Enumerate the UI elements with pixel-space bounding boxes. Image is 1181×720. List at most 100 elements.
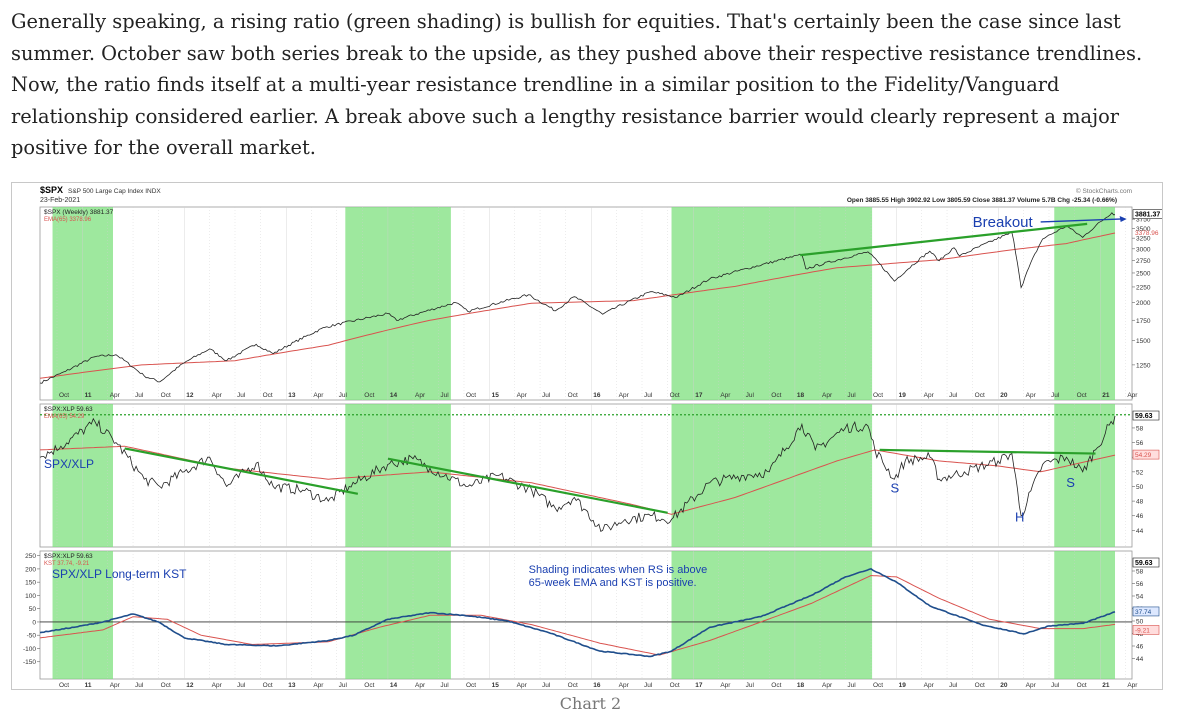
x-tick-label: Oct <box>161 392 171 399</box>
y-tick-label-left: 0 <box>32 619 36 626</box>
rs-shading-band <box>671 404 873 547</box>
x-tick-label: Jul <box>135 682 144 689</box>
y-tick-label-right: 58 <box>1136 569 1144 576</box>
y-tick-label-left: 50 <box>29 606 37 613</box>
stock-chart: $SPX S&P 500 Large Cap Index INDX 23-Feb… <box>11 182 1164 690</box>
x-tick-label: Jul <box>440 682 449 689</box>
x-tick-label: Jul <box>440 392 449 399</box>
y-tick-label-right: 50 <box>1136 619 1144 626</box>
badge-kst-signal-value: -9.21 <box>1135 627 1150 634</box>
x-tick-label: Oct <box>263 392 273 399</box>
x-tick-label: Oct <box>873 392 883 399</box>
last-value-badge: 59.63 <box>1132 557 1160 568</box>
x-tick-label: Apr <box>415 392 426 399</box>
y-tick-label-right: 46 <box>1136 644 1144 651</box>
y-tick-label: 3750 <box>1136 217 1151 224</box>
x-tick-label: Jul <box>746 682 755 689</box>
chart-index-name: S&P 500 Large Cap Index INDX <box>68 188 161 195</box>
y-tick-label: 50 <box>1136 484 1144 491</box>
x-tick-label: Jul <box>644 682 653 689</box>
x-tick-label: Apr <box>110 392 121 399</box>
x-tick-label: 13 <box>288 392 296 399</box>
x-tick-label: Oct <box>364 682 374 689</box>
y-tick-label-right: 44 <box>1136 656 1144 663</box>
x-tick-label: Oct <box>59 682 69 689</box>
y-tick-label-left: 200 <box>25 566 36 573</box>
badge-box <box>1132 410 1160 421</box>
x-tick-label: Jul <box>949 682 958 689</box>
x-tick-label: Jul <box>542 392 551 399</box>
x-tick-label: Oct <box>670 682 680 689</box>
x-tick-label: Oct <box>975 682 985 689</box>
x-tick-label: Apr <box>924 392 935 399</box>
x-tick-label: 17 <box>695 392 703 399</box>
spx-ema-line <box>39 232 1116 379</box>
kst-line <box>39 568 1116 658</box>
x-tick-label: Oct <box>1077 682 1087 689</box>
x-tick-label: Apr <box>313 682 324 689</box>
x-tick-label: 18 <box>797 682 805 689</box>
legend-ratio: $SPX:XLP 59.63 <box>44 406 93 413</box>
ratio-trendline-3 <box>879 448 1096 455</box>
y-tick-label-left: -150 <box>23 659 36 666</box>
x-tick-label: Oct <box>161 682 171 689</box>
x-tick-label: Oct <box>466 682 476 689</box>
x-tick-label: Oct <box>873 682 883 689</box>
x-axis-bottom: Oct 11 Apr Jul Oct 12 Apr Jul Oct 13 Apr Jul Oct 14 Ap… <box>59 682 1138 689</box>
shading-note-line-2: 65-week EMA and KST is positive. <box>529 577 697 589</box>
panel-2: 5856545250484644SHSSPX/XLP$SPX:XLP 59.63… <box>39 403 1160 548</box>
y-tick-label-left: -100 <box>23 646 36 653</box>
x-tick-label: 11 <box>85 392 92 399</box>
spx-price-line <box>39 212 1116 384</box>
x-tick-label: Jul <box>339 682 348 689</box>
kst-panel-label: SPX/XLP Long-term KST <box>52 567 187 581</box>
x-tick-label: Jul <box>847 392 856 399</box>
chart-svg: $SPX S&P 500 Large Cap Index INDX 23-Feb… <box>23 185 1164 689</box>
y-tick-label: 1250 <box>1136 362 1151 369</box>
chart-caption: Chart 2 <box>559 694 622 713</box>
y-tick-label-right: 54 <box>1136 594 1144 601</box>
y-tick-label-left: 100 <box>25 593 36 600</box>
shading-note: Shading indicates when RS is above 65-wee… <box>529 564 708 589</box>
x-tick-label: 18 <box>797 392 805 399</box>
x-tick-label: Apr <box>720 682 731 689</box>
x-tick-label: Jul <box>644 392 653 399</box>
x-tick-label: Oct <box>670 392 680 399</box>
badge-box <box>1132 625 1160 635</box>
article-paragraph: Generally speaking, a rising ratio (gree… <box>11 10 1143 160</box>
x-tick-label: Apr <box>110 682 121 689</box>
x-tick-label: 17 <box>695 682 703 689</box>
y-tick-label-right: 56 <box>1136 581 1144 588</box>
x-tick-label: Oct <box>568 392 578 399</box>
x-tick-label: 20 <box>1000 392 1008 399</box>
y-tick-label: 2750 <box>1136 258 1151 265</box>
shading-note-line-1: Shading indicates when RS is above <box>529 564 708 576</box>
x-tick-label: Jul <box>542 682 551 689</box>
rs-shading-band <box>345 207 451 400</box>
rs-shading-band <box>671 551 873 679</box>
x-tick-label: Apr <box>924 682 935 689</box>
y-tick-label: 1750 <box>1136 318 1151 325</box>
x-tick-label: Apr <box>415 682 426 689</box>
x-tick-label: 13 <box>288 682 296 689</box>
y-tick-label: 2250 <box>1136 284 1151 291</box>
x-tick-label: Jul <box>237 682 246 689</box>
spx-resistance-trendline <box>800 222 1088 257</box>
badge-kst-value: 37.74 <box>1135 609 1152 616</box>
badge-ratio-ema-value: 54.29 <box>1135 452 1152 459</box>
ohlc-readout: Open 3885.55 High 3902.92 Low 3805.59 Cl… <box>847 197 1117 204</box>
y-tick-label: 52 <box>1136 469 1144 476</box>
legend-ratio-ema: EMA(65) 54.29 <box>44 414 85 420</box>
legend-kst: KST 37.74, -9.21 <box>44 561 90 567</box>
last-value-badge: 59.63 <box>1132 410 1160 421</box>
x-tick-label: Jul <box>1051 682 1060 689</box>
x-tick-label: 15 <box>492 682 500 689</box>
x-tick-label: 20 <box>1000 682 1008 689</box>
badge-spx-value: 3881.37 <box>1135 212 1160 219</box>
x-tick-label: Oct <box>975 392 985 399</box>
x-tick-label: Apr <box>517 682 528 689</box>
chart-symbol: $SPX <box>40 185 63 195</box>
panel-1: 3750 3500 3250 3000 2750 2500 2250 2000 1750 1500… <box>39 206 1164 401</box>
x-tick-label: Apr <box>1127 682 1138 689</box>
x-tick-label: 19 <box>899 682 907 689</box>
